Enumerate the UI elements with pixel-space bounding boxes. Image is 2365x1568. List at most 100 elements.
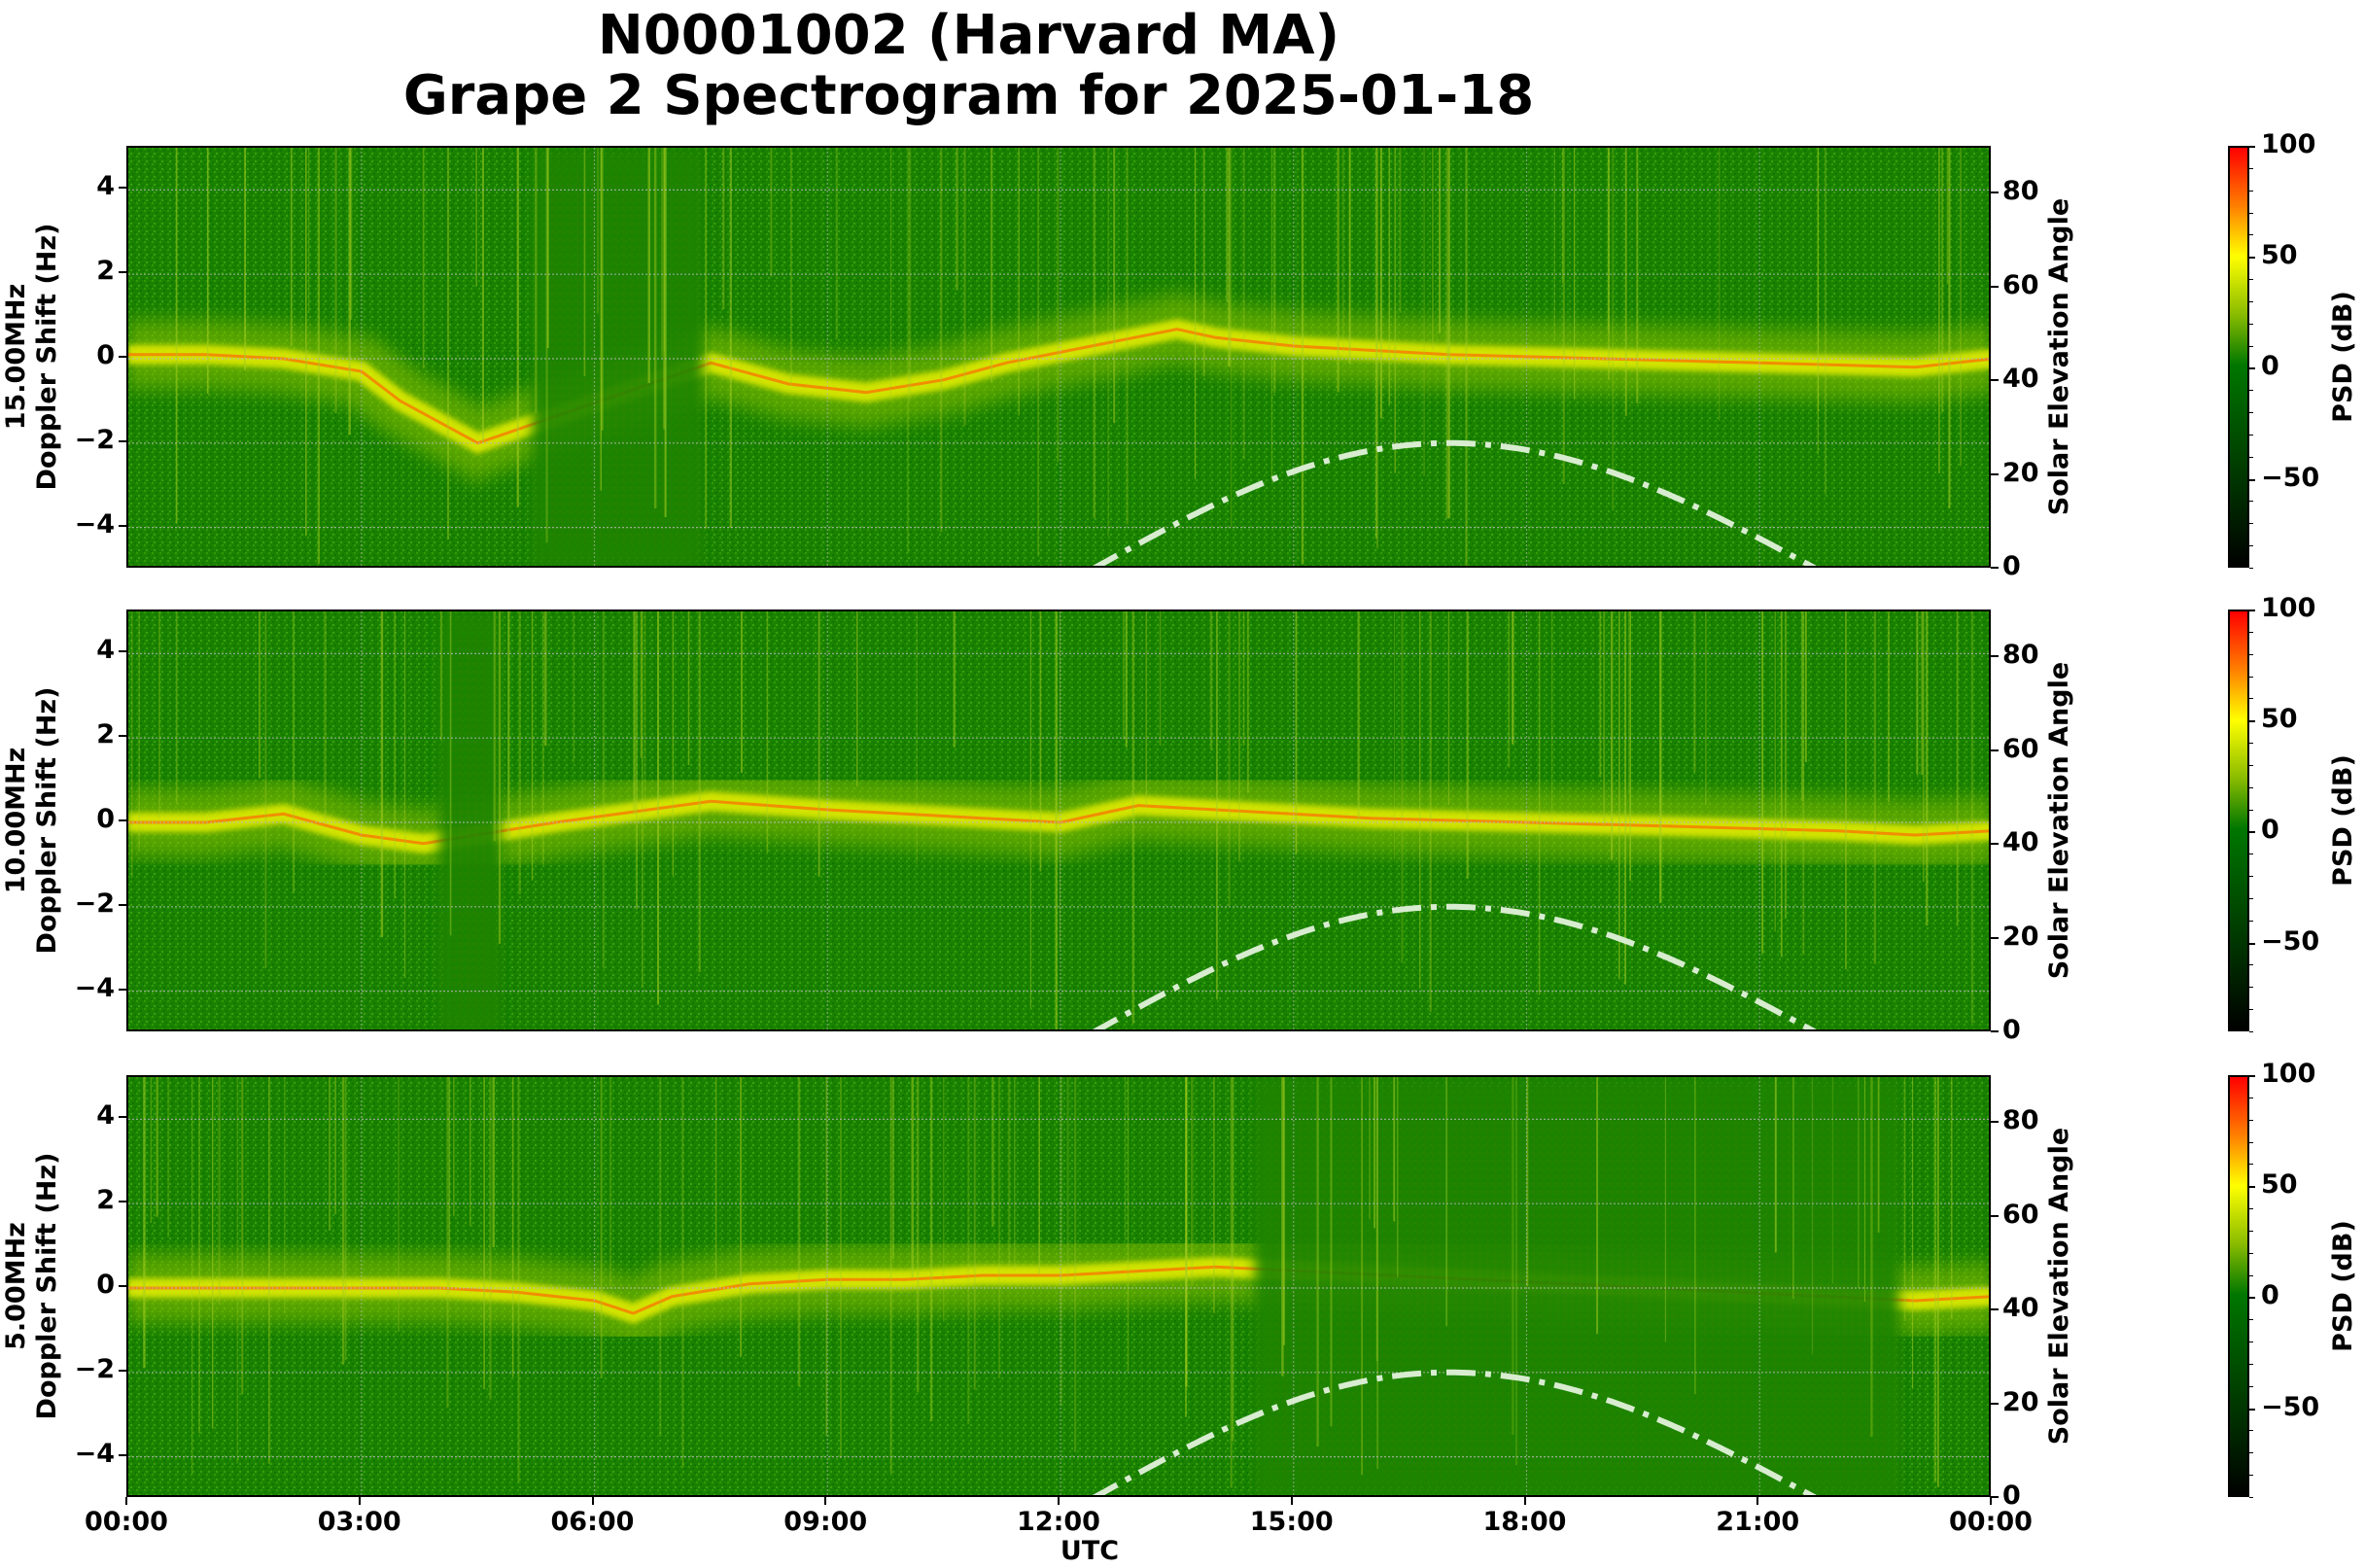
colorbar-major-tick (2249, 478, 2255, 481)
doppler-axis-label: 10.00MHz Doppler Shift (Hz) (1, 626, 69, 1015)
colorbar-minor-tick (2249, 809, 2253, 811)
x-axis-label: UTC (1060, 1536, 1120, 1566)
colorbar-minor-tick (2249, 987, 2253, 989)
colorbar-major-tick (2249, 257, 2255, 260)
colorbar-minor-tick (2249, 786, 2253, 788)
doppler-shift-label: Doppler Shift (Hz) (32, 223, 62, 491)
y-tick-mark (119, 439, 126, 442)
colorbar-minor-tick (2249, 698, 2253, 700)
y-tick-label: 4 (96, 1100, 115, 1132)
colorbar-major-tick (2249, 831, 2255, 834)
solar-elevation-axis-label: Solar Elevation Angle (2044, 1127, 2074, 1446)
y-tick-mark (119, 819, 126, 821)
y-tick-mark (119, 1201, 126, 1203)
spectrogram-panel-2 (126, 610, 1991, 1031)
spectrogram-heatmap (128, 611, 1989, 1029)
x-tick-label: 18:00 (1482, 1507, 1567, 1537)
psd-colorbar (2228, 146, 2249, 568)
colorbar-minor-tick (2249, 390, 2253, 392)
colorbar-minor-tick (2249, 1430, 2253, 1432)
colorbar-major-tick (2249, 1186, 2255, 1189)
x-tick-mark (1990, 1497, 1992, 1505)
colorbar-minor-tick (2249, 568, 2253, 569)
y-tick-mark (119, 1453, 126, 1456)
colorbar-minor-tick (2249, 1141, 2253, 1143)
colorbar-label: PSD (dB) (2328, 291, 2358, 423)
y2-tick-mark (1991, 655, 1999, 658)
psd-colorbar (2228, 610, 2249, 1031)
y-tick-label: 2 (96, 256, 115, 287)
colorbar-minor-tick (2249, 501, 2253, 503)
y-tick-mark (119, 650, 126, 653)
x-tick-label: 09:00 (783, 1507, 868, 1537)
colorbar-minor-tick (2249, 167, 2253, 169)
y2-tick-label: 20 (2002, 1386, 2039, 1417)
colorbar-major-tick (2249, 367, 2255, 370)
colorbar-minor-tick (2249, 743, 2253, 745)
y-tick-mark (119, 524, 126, 527)
x-tick-mark (1756, 1497, 1759, 1505)
colorbar-minor-tick (2249, 1385, 2253, 1387)
y2-tick-mark (1991, 192, 1999, 194)
colorbar-minor-tick (2249, 1119, 2253, 1121)
colorbar-tick-label: 0 (2261, 1280, 2279, 1311)
y-tick-mark (119, 735, 126, 738)
solar-elevation-axis-label: Solar Elevation Angle (2044, 197, 2074, 516)
frequency-label: 5.00MHz (1, 1222, 31, 1350)
colorbar-tick-label: 0 (2261, 351, 2279, 382)
colorbar-minor-tick (2249, 345, 2253, 347)
y-tick-mark (119, 187, 126, 190)
y2-tick-mark (1991, 1308, 1999, 1311)
y-tick-label: 4 (96, 635, 115, 666)
doppler-shift-label: Doppler Shift (Hz) (32, 1152, 62, 1420)
y2-tick-mark (1991, 843, 1999, 846)
solar-elevation-curve (1092, 439, 1818, 566)
colorbar-minor-tick (2249, 434, 2253, 436)
colorbar-minor-tick (2249, 1452, 2253, 1454)
y-tick-label: −2 (74, 1353, 115, 1384)
colorbar-minor-tick (2249, 1164, 2253, 1166)
x-tick-label: 21:00 (1716, 1507, 1800, 1537)
colorbar-tick-label: −50 (2261, 462, 2320, 493)
y2-tick-mark (1991, 567, 1999, 569)
colorbar-tick-label: 50 (2261, 240, 2298, 271)
solar-elevation-axis-label: Solar Elevation Angle (2044, 661, 2074, 980)
colorbar-minor-tick (2249, 897, 2253, 899)
y2-tick-mark (1991, 472, 1999, 475)
solar-elevation-curve (1092, 903, 1818, 1029)
x-tick-mark (1523, 1497, 1526, 1505)
y2-tick-mark (1991, 1402, 1999, 1405)
colorbar-minor-tick (2249, 456, 2253, 458)
colorbar-minor-tick (2249, 676, 2253, 678)
colorbar-major-tick (2249, 610, 2255, 611)
y2-tick-mark (1991, 936, 1999, 939)
colorbar-tick-label: −50 (2261, 1391, 2320, 1422)
y-tick-label: 2 (96, 719, 115, 750)
colorbar-minor-tick (2249, 764, 2253, 766)
colorbar-minor-tick (2249, 1274, 2253, 1276)
colorbar-major-tick (2249, 942, 2255, 945)
y2-tick-label: 60 (2002, 1199, 2039, 1230)
colorbar-minor-tick (2249, 631, 2253, 633)
y2-tick-label: 20 (2002, 457, 2039, 488)
y-tick-label: −2 (74, 424, 115, 455)
x-tick-label: 12:00 (1017, 1507, 1100, 1537)
colorbar-label: PSD (dB) (2328, 1220, 2358, 1352)
y2-tick-label: 20 (2002, 921, 2039, 952)
psd-colorbar (2228, 1075, 2249, 1497)
frequency-label: 15.00MHz (1, 283, 31, 431)
colorbar-minor-tick (2249, 212, 2253, 214)
y2-tick-mark (1991, 1121, 1999, 1124)
y2-tick-label: 60 (2002, 733, 2039, 764)
y-tick-label: 0 (96, 1270, 115, 1300)
colorbar-minor-tick (2249, 1031, 2253, 1032)
y-tick-mark (119, 1369, 126, 1372)
spectrogram-panel-1 (126, 146, 1991, 568)
y2-tick-mark (1991, 749, 1999, 751)
x-tick-mark (358, 1497, 361, 1505)
y-tick-label: 2 (96, 1185, 115, 1216)
colorbar-minor-tick (2249, 1230, 2253, 1232)
colorbar-minor-tick (2249, 653, 2253, 655)
solar-elevation-curve (1092, 1369, 1818, 1495)
colorbar-minor-tick (2249, 234, 2253, 236)
